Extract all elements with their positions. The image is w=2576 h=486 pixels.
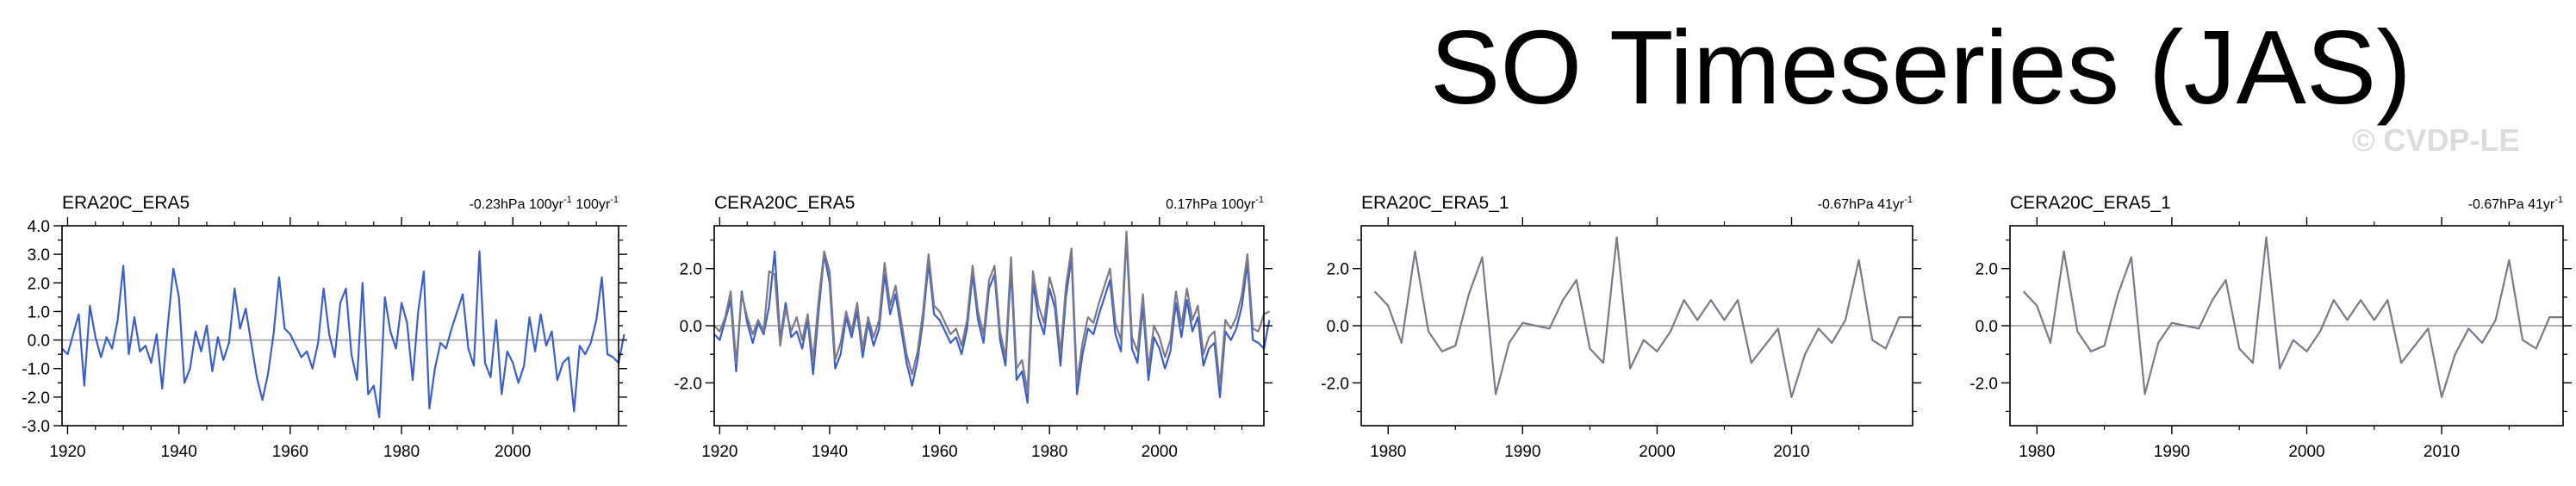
trend-label: -0.67hPa 41yr-1 xyxy=(2468,195,2563,212)
x-tick-label: 1990 xyxy=(2154,443,2190,461)
x-tick-label: 2010 xyxy=(2424,443,2460,461)
chart-title: ERA20C_ERA5 xyxy=(62,193,190,213)
x-tick-label: 1980 xyxy=(1031,443,1067,461)
y-tick-label: -2.0 xyxy=(674,375,702,393)
series-line xyxy=(713,230,1270,393)
y-tick-label: 2.0 xyxy=(1327,261,1349,279)
y-tick-label: 1.0 xyxy=(28,303,50,321)
chart-2: 1920 1940 1960 1980 2000 -2.0 0.0 2.0 CERA20C_ER… xyxy=(674,193,1272,461)
x-tick-label: 1960 xyxy=(272,443,308,461)
x-tick-label: 1980 xyxy=(2019,443,2055,461)
chart-4: 1980 1990 2000 2010 -2.0 0.0 2.0 CERA20C_ERA5_1… xyxy=(1969,193,2572,461)
y-tick-label: 0.0 xyxy=(28,333,50,351)
y-tick-label: 0.0 xyxy=(680,318,702,336)
y-tick-label: -3.0 xyxy=(22,418,50,436)
x-tick-label: 2000 xyxy=(2288,443,2324,461)
y-tick-label: -2.0 xyxy=(1321,375,1349,393)
x-tick-label: 1920 xyxy=(49,443,85,461)
trend-label: 0.17hPa 100yr-1 xyxy=(1166,195,1264,212)
x-tick-label: 2000 xyxy=(1639,443,1675,461)
series-line xyxy=(61,250,625,419)
chart-title: CERA20C_ERA5 xyxy=(714,193,855,213)
chart-title: CERA20C_ERA5_1 xyxy=(2010,193,2171,213)
series-line xyxy=(1373,236,1913,398)
x-tick-label: 1940 xyxy=(161,443,197,461)
y-tick-label: -2.0 xyxy=(1969,375,1998,393)
y-tick-label: 3.0 xyxy=(28,246,50,265)
x-tick-label: 2000 xyxy=(495,443,531,461)
y-tick-label: 2.0 xyxy=(680,261,702,279)
y-tick-label: 0.0 xyxy=(1327,318,1349,336)
y-tick-label: 4.0 xyxy=(28,218,50,236)
chart-title: ERA20C_ERA5_1 xyxy=(1361,193,1509,213)
series-line xyxy=(713,236,1271,404)
x-tick-label: 1920 xyxy=(701,443,737,461)
y-tick-label: -2.0 xyxy=(22,389,50,408)
x-tick-label: 1980 xyxy=(1370,443,1406,461)
x-tick-label: 1940 xyxy=(812,443,848,461)
x-tick-label: 2010 xyxy=(1773,443,1809,461)
chart-1: 1920 1940 1960 1980 2000 -3.0 -2.0 -1.0 0.0 1.0 2.… xyxy=(22,193,627,461)
y-tick-label: 2.0 xyxy=(1976,261,1998,279)
series-line xyxy=(2022,236,2563,398)
y-tick-label: 0.0 xyxy=(1976,318,1998,336)
watermark: © CVDP-LE xyxy=(2352,122,2520,158)
x-tick-label: 1990 xyxy=(1504,443,1540,461)
x-tick-label: 1980 xyxy=(383,443,420,461)
y-tick-label: -1.0 xyxy=(22,361,50,379)
x-tick-label: 2000 xyxy=(1142,443,1178,461)
figure-title: SO Timeseries (JAS) xyxy=(1430,9,2411,126)
trend-label: -0.23hPa 100yr-1 100yr-1 xyxy=(470,195,619,212)
y-tick-label: 2.0 xyxy=(28,275,50,293)
trend-label: -0.67hPa 41yr-1 xyxy=(1818,195,1913,212)
plot-frame xyxy=(61,225,619,427)
x-tick-label: 1960 xyxy=(921,443,957,461)
chart-3: 1980 1990 2000 2010 -2.0 0.0 2.0 ERA20C_ERA5_1 -… xyxy=(1321,193,1921,461)
